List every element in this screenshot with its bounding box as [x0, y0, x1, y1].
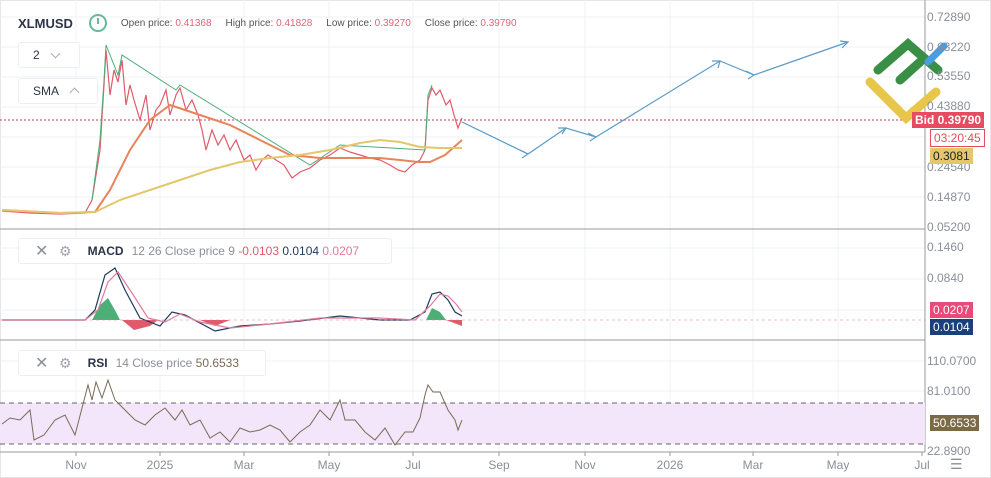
symbol-label: XLMUSD — [18, 15, 73, 31]
price-tick: 0.72890 — [927, 10, 971, 24]
x-tick: Jul — [914, 458, 930, 472]
chevron-down-icon — [50, 48, 61, 58]
x-tick: Mar — [233, 458, 255, 472]
x-tick: 2026 — [656, 458, 684, 472]
timeframe-value: 2 — [33, 48, 40, 62]
x-tick: Sep — [488, 458, 510, 472]
macd-signal-tag: 0.0207 — [930, 302, 973, 318]
macd-signal-value: 0.0207 — [322, 244, 360, 258]
gear-icon[interactable]: ⚙ — [59, 354, 72, 371]
broker-logo — [865, 38, 948, 125]
macd-tick: 0.0840 — [927, 271, 964, 285]
sma-value-tag: 0.3081 — [930, 148, 973, 164]
x-tick: Mar — [742, 458, 764, 472]
rsi-legend: ✕ ⚙ RSI 14 Close price 50.6533 — [18, 350, 266, 376]
ohlc-legend: XLMUSD Open price: 0.41368 High price: 0… — [18, 14, 531, 32]
open-label: Open price: — [120, 17, 173, 29]
rsi-params: 14 Close price — [115, 356, 193, 370]
price-tick: 0.14870 — [927, 190, 971, 204]
clock-icon[interactable] — [88, 14, 107, 32]
rsi-tick: 22.8900 — [927, 444, 971, 458]
rsi-tick: 110.0700 — [927, 354, 977, 368]
x-tick: Nov — [574, 458, 596, 472]
x-tick: May — [317, 458, 341, 472]
macd-histogram — [92, 298, 462, 330]
settings-sliders-icon[interactable]: ☰ — [950, 456, 963, 472]
bid-price-tag: Bid 0.39790 — [912, 112, 985, 128]
macd-line-value: 0.0104 — [282, 244, 320, 258]
x-tick: May — [826, 458, 850, 472]
timeframe-dropdown[interactable]: 2 — [18, 42, 80, 68]
open-value: 0.41368 — [175, 17, 212, 29]
macd-legend: ✕ ⚙ MACD 12 26 Close price 9 -0.0103 0.0… — [18, 238, 392, 264]
x-tick: Nov — [65, 458, 87, 472]
rsi-tick: 81.0100 — [927, 384, 971, 398]
price-tick: 0.05200 — [927, 220, 971, 234]
close-icon[interactable]: ✕ — [35, 243, 49, 260]
bar-countdown: 03:20:45 — [930, 129, 985, 147]
price-tick: 0.63220 — [927, 40, 971, 54]
chevron-up-icon — [69, 87, 80, 98]
rsi-value: 50.6533 — [195, 356, 240, 370]
low-value: 0.39270 — [374, 17, 411, 29]
rsi-name: RSI — [87, 356, 108, 370]
macd-name: MACD — [87, 244, 124, 258]
high-label: High price: — [225, 17, 274, 29]
indicator-dropdown[interactable]: SMA — [18, 78, 98, 104]
price-tick: 0.53550 — [927, 69, 971, 83]
price-tick: 0.43880 — [927, 99, 971, 113]
macd-tick: 0.1460 — [927, 240, 964, 254]
close-label: Close price: — [424, 17, 478, 29]
macd-params: 12 26 Close price 9 — [131, 244, 235, 258]
rsi-value-tag: 50.6533 — [930, 415, 980, 431]
x-tick: Jul — [405, 458, 421, 472]
close-value: 0.39790 — [480, 17, 517, 29]
macd-hist-value: -0.0103 — [238, 244, 280, 258]
close-icon[interactable]: ✕ — [35, 355, 49, 372]
indicator-value: SMA — [33, 84, 60, 98]
low-label: Low price: — [326, 17, 372, 29]
gear-icon[interactable]: ⚙ — [59, 242, 72, 259]
macd-line-tag: 0.0104 — [930, 319, 973, 335]
high-value: 0.41828 — [276, 17, 313, 29]
x-tick: 2025 — [146, 458, 174, 472]
